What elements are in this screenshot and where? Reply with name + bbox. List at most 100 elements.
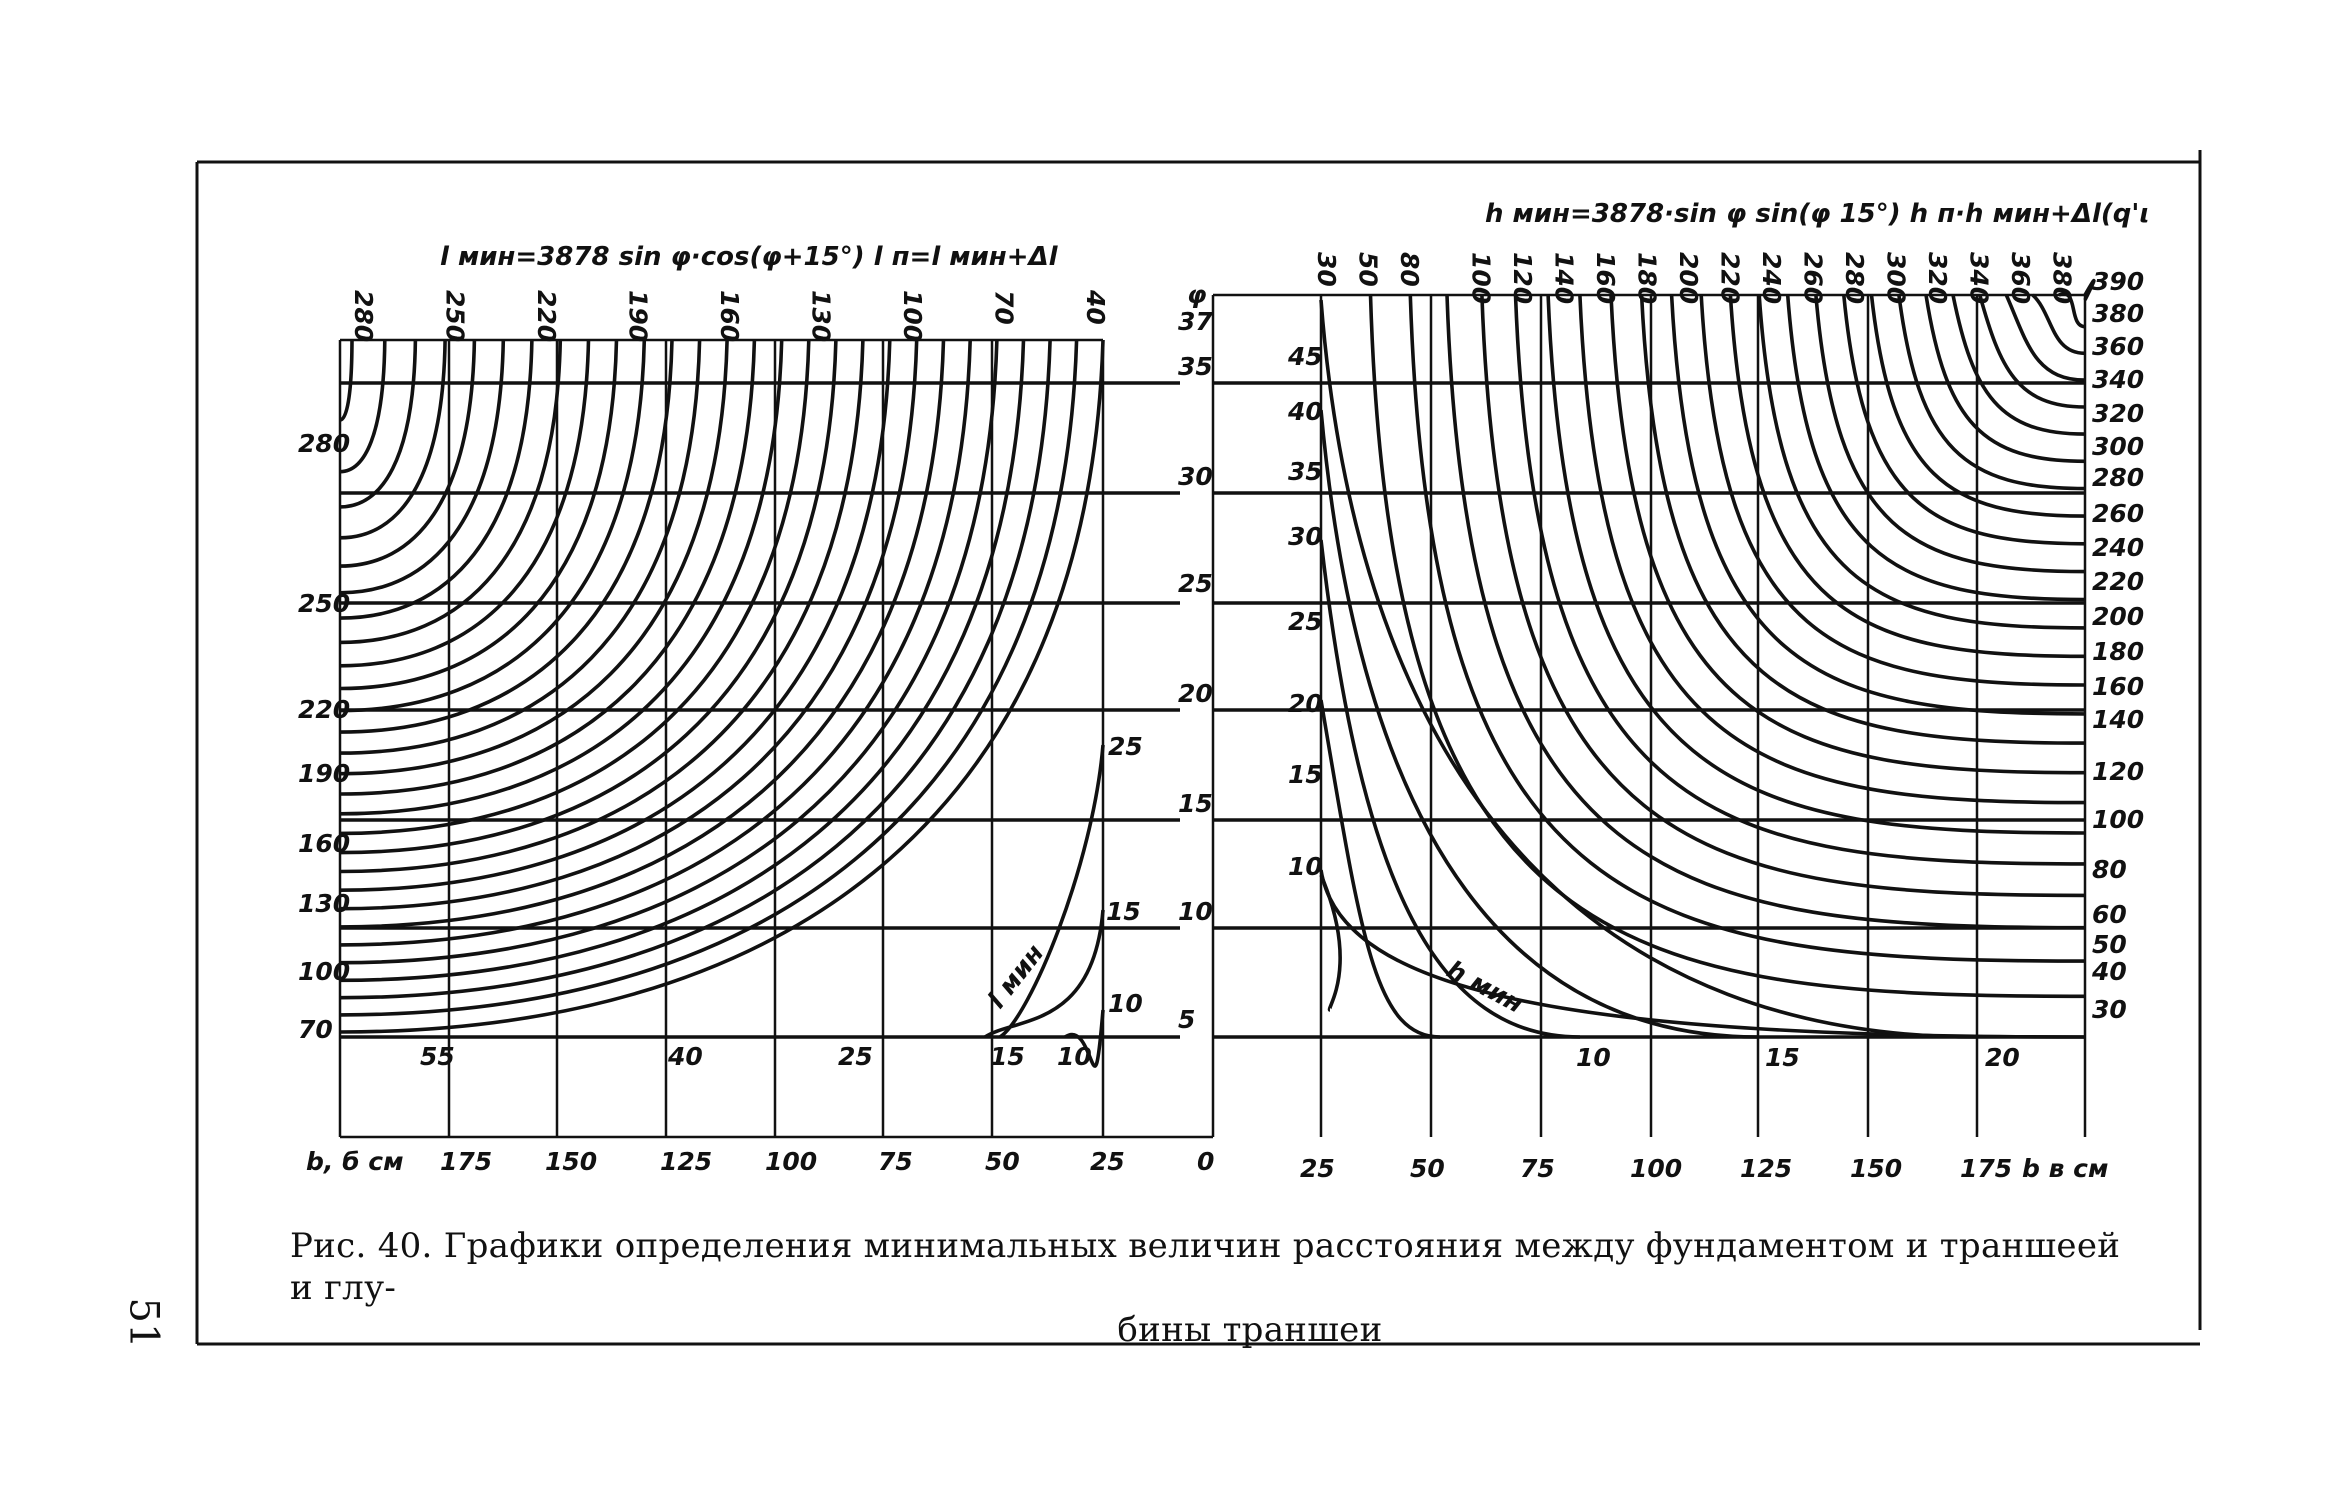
left-edge-label: 160 [298, 829, 350, 858]
right-curve-20 [1951, 294, 2086, 436]
page-number: 51 [120, 1297, 167, 1349]
right-steep-curve-0 [1319, 299, 1978, 1039]
right-top-label: 240 [1757, 252, 1786, 304]
right-x-tick: 175 [1960, 1154, 2012, 1183]
left-x-tick: 25 [1090, 1147, 1125, 1176]
right-curve-11 [1699, 294, 2086, 687]
right-curve-13 [1757, 294, 2086, 630]
right-x-tick: 50 [1410, 1154, 1445, 1183]
left-top-label: 190 [624, 290, 653, 342]
right-curve-19 [1924, 294, 2086, 464]
right-edge-label: 30 [2092, 995, 2127, 1024]
right-curve-9 [1639, 294, 2086, 745]
right-x-tick: 25 [1300, 1154, 1335, 1183]
right-x-tick: 150 [1850, 1154, 1902, 1183]
left-curve-22 [339, 339, 972, 947]
right-edge-label: 140 [2092, 705, 2144, 734]
phi-right-tick: 35 [1288, 457, 1323, 486]
left-curve-20 [339, 339, 919, 911]
left-inner-label: 15 [1106, 897, 1141, 926]
left-top-label: 280 [349, 290, 378, 342]
left-x-tick: 0 [1197, 1147, 1214, 1176]
left-top-label: 160 [715, 290, 744, 342]
phi-right-tick: 10 [1288, 852, 1323, 881]
left-curve-1 [339, 339, 387, 474]
left-curve-4 [339, 339, 477, 568]
right-curve-7 [1578, 294, 2086, 805]
left-x-tick: 175 [440, 1147, 492, 1176]
right-edge-label: 60 [2092, 900, 2127, 929]
left-curve-5 [339, 339, 506, 595]
right-curve-15 [1814, 294, 2086, 574]
phi-axis-tick: 30 [1178, 462, 1213, 491]
right-edge-label: 390 [2092, 267, 2144, 296]
left-curve-21 [339, 339, 946, 929]
left-curve-16 [339, 339, 811, 836]
right-curve-5 [1513, 294, 2086, 866]
right-steep-curve-3 [1319, 699, 1441, 1039]
left-top-label: 40 [1081, 289, 1110, 325]
left-edge-label: 190 [298, 759, 350, 788]
right-bottom-curve-label: 15 [1765, 1043, 1800, 1072]
phi-right-tick: 40 [1287, 397, 1323, 426]
page-frame [195, 150, 2202, 1346]
right-x-tick: 125 [1740, 1154, 1792, 1183]
left-inner-label: 10 [1108, 989, 1143, 1018]
right-x-axis-label: b в см [2022, 1154, 2108, 1183]
right-curve-10 [1669, 294, 2086, 716]
chart-curves [339, 278, 2096, 1068]
right-curve-23 [2031, 293, 2086, 356]
right-edge-label: 380 [2092, 299, 2144, 328]
left-curve-13 [339, 339, 729, 776]
phi-axis-tick: 10 [1178, 897, 1213, 926]
left-curve-12 [339, 339, 702, 755]
right-edge-label: 320 [2092, 399, 2144, 428]
right-top-label: 120 [1508, 252, 1537, 304]
right-curve-14 [1785, 294, 2086, 602]
right-top-label: 220 [1716, 252, 1745, 304]
left-curve-24 [339, 339, 1026, 983]
left-inner-curve-0 [998, 744, 1105, 1039]
right-top-label: 300 [1882, 252, 1911, 304]
right-curve-8 [1609, 294, 2086, 775]
left-inner-label: 25 [1108, 732, 1143, 761]
right-x-tick: 75 [1520, 1154, 1555, 1183]
right-top-label: 260 [1799, 252, 1828, 304]
right-top-label: 340 [1965, 252, 1994, 304]
right-top-label: 320 [1923, 252, 1952, 304]
right-edge-label: 220 [2092, 567, 2144, 596]
left-bottom-curve-label: 15 [990, 1042, 1025, 1071]
left-bottom-curve-label: 40 [667, 1042, 703, 1071]
right-top-label: 80 [1395, 252, 1424, 287]
left-x-tick: 50 [985, 1147, 1020, 1176]
phi-right-tick: 15 [1288, 760, 1323, 789]
right-formula: h мин=3878·sin φ sin(φ 15°) h п·h мин+Δl… [1485, 199, 2149, 229]
right-bottom-curve-label: 20 [1985, 1043, 2020, 1072]
right-top-label: 280 [1840, 252, 1869, 304]
left-top-label: 100 [898, 290, 927, 342]
right-top-label: 380 [2048, 252, 2077, 304]
phi-axis-tick: 20 [1178, 679, 1213, 708]
left-formula: l мин=3878 sin φ·cos(φ+15°) l п=l мин+Δl [440, 242, 1059, 272]
right-steep-curve-1 [1319, 409, 1759, 1039]
left-bottom-curve-label: 55 [420, 1042, 455, 1071]
phi-axis-tick: 15 [1178, 789, 1213, 818]
phi-right-tick: 20 [1288, 689, 1323, 718]
right-top-label: 30 [1312, 252, 1341, 287]
right-steep-curve-2 [1319, 539, 1581, 1039]
right-edge-label: 40 [2091, 957, 2127, 986]
left-curve-3 [339, 339, 447, 540]
right-curve-4 [1480, 294, 2086, 898]
left-x-tick: 75 [878, 1147, 913, 1176]
right-curve-0 [1319, 869, 2086, 1039]
right-edge-label: 240 [2092, 533, 2144, 562]
left-curve-17 [339, 339, 838, 855]
left-x-tick: 100 [765, 1147, 817, 1176]
left-curve-14 [339, 339, 757, 796]
right-top-label: 160 [1591, 252, 1620, 304]
left-curve-23 [339, 339, 999, 965]
left-curve-10 [339, 339, 647, 713]
left-bottom-curve-label: 25 [838, 1042, 873, 1071]
right-top-label: 100 [1467, 252, 1496, 304]
